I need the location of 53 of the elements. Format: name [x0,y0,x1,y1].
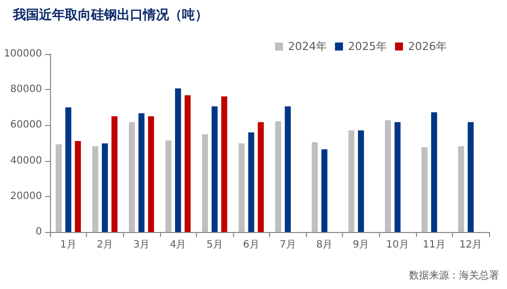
bar [312,142,318,232]
bar [212,106,218,232]
legend-label: 2026年 [408,40,448,53]
chart-title: 我国近年取向硅钢出口情况（吨） [12,7,208,23]
bar [56,144,62,232]
source-note: 数据来源：海关总署 [409,270,499,282]
bar [74,141,81,232]
bar [358,130,364,232]
bar [275,121,282,232]
bar [248,132,254,232]
bar [468,122,474,232]
x-tick-label: 1月 [60,240,76,250]
bar [221,96,228,232]
bar [138,113,144,232]
x-tick-label: 8月 [316,240,333,250]
x-tick-label: 11月 [422,240,446,250]
legend-label: 2024年 [288,40,328,53]
bar [384,120,391,232]
x-tick-label: 3月 [133,240,150,250]
bar [394,122,401,232]
x-tick-label: 10月 [386,240,409,250]
bar [102,143,108,232]
bar [65,107,72,232]
x-tick-label: 7月 [280,240,296,250]
y-tick-label: 20000 [10,190,42,202]
bar [321,149,328,232]
bar [128,122,135,232]
y-tick-label: 40000 [10,155,42,166]
bar [111,116,118,232]
bar [148,116,154,232]
x-tick-label: 9月 [352,240,370,250]
x-tick-label: 2月 [96,240,114,250]
y-tick-label: 0 [36,226,42,238]
bar [165,140,172,232]
bar [258,122,264,232]
y-tick-label: 80000 [10,84,42,96]
bar [238,143,245,232]
bar [184,95,191,232]
x-tick-label: 4月 [170,240,186,250]
bar [202,134,208,232]
x-tick-label: 5月 [206,240,223,250]
bar [431,112,438,232]
x-tick-label: 12月 [459,240,482,250]
legend-label: 2025年 [348,40,388,53]
bar [284,106,291,232]
bar [175,88,182,232]
x-tick-label: 6月 [243,240,260,250]
bar [92,146,98,232]
bar [458,146,464,232]
y-tick-label: 60000 [10,120,42,131]
y-tick-label: 100000 [4,48,42,60]
bar [348,130,354,232]
bar [422,147,428,232]
